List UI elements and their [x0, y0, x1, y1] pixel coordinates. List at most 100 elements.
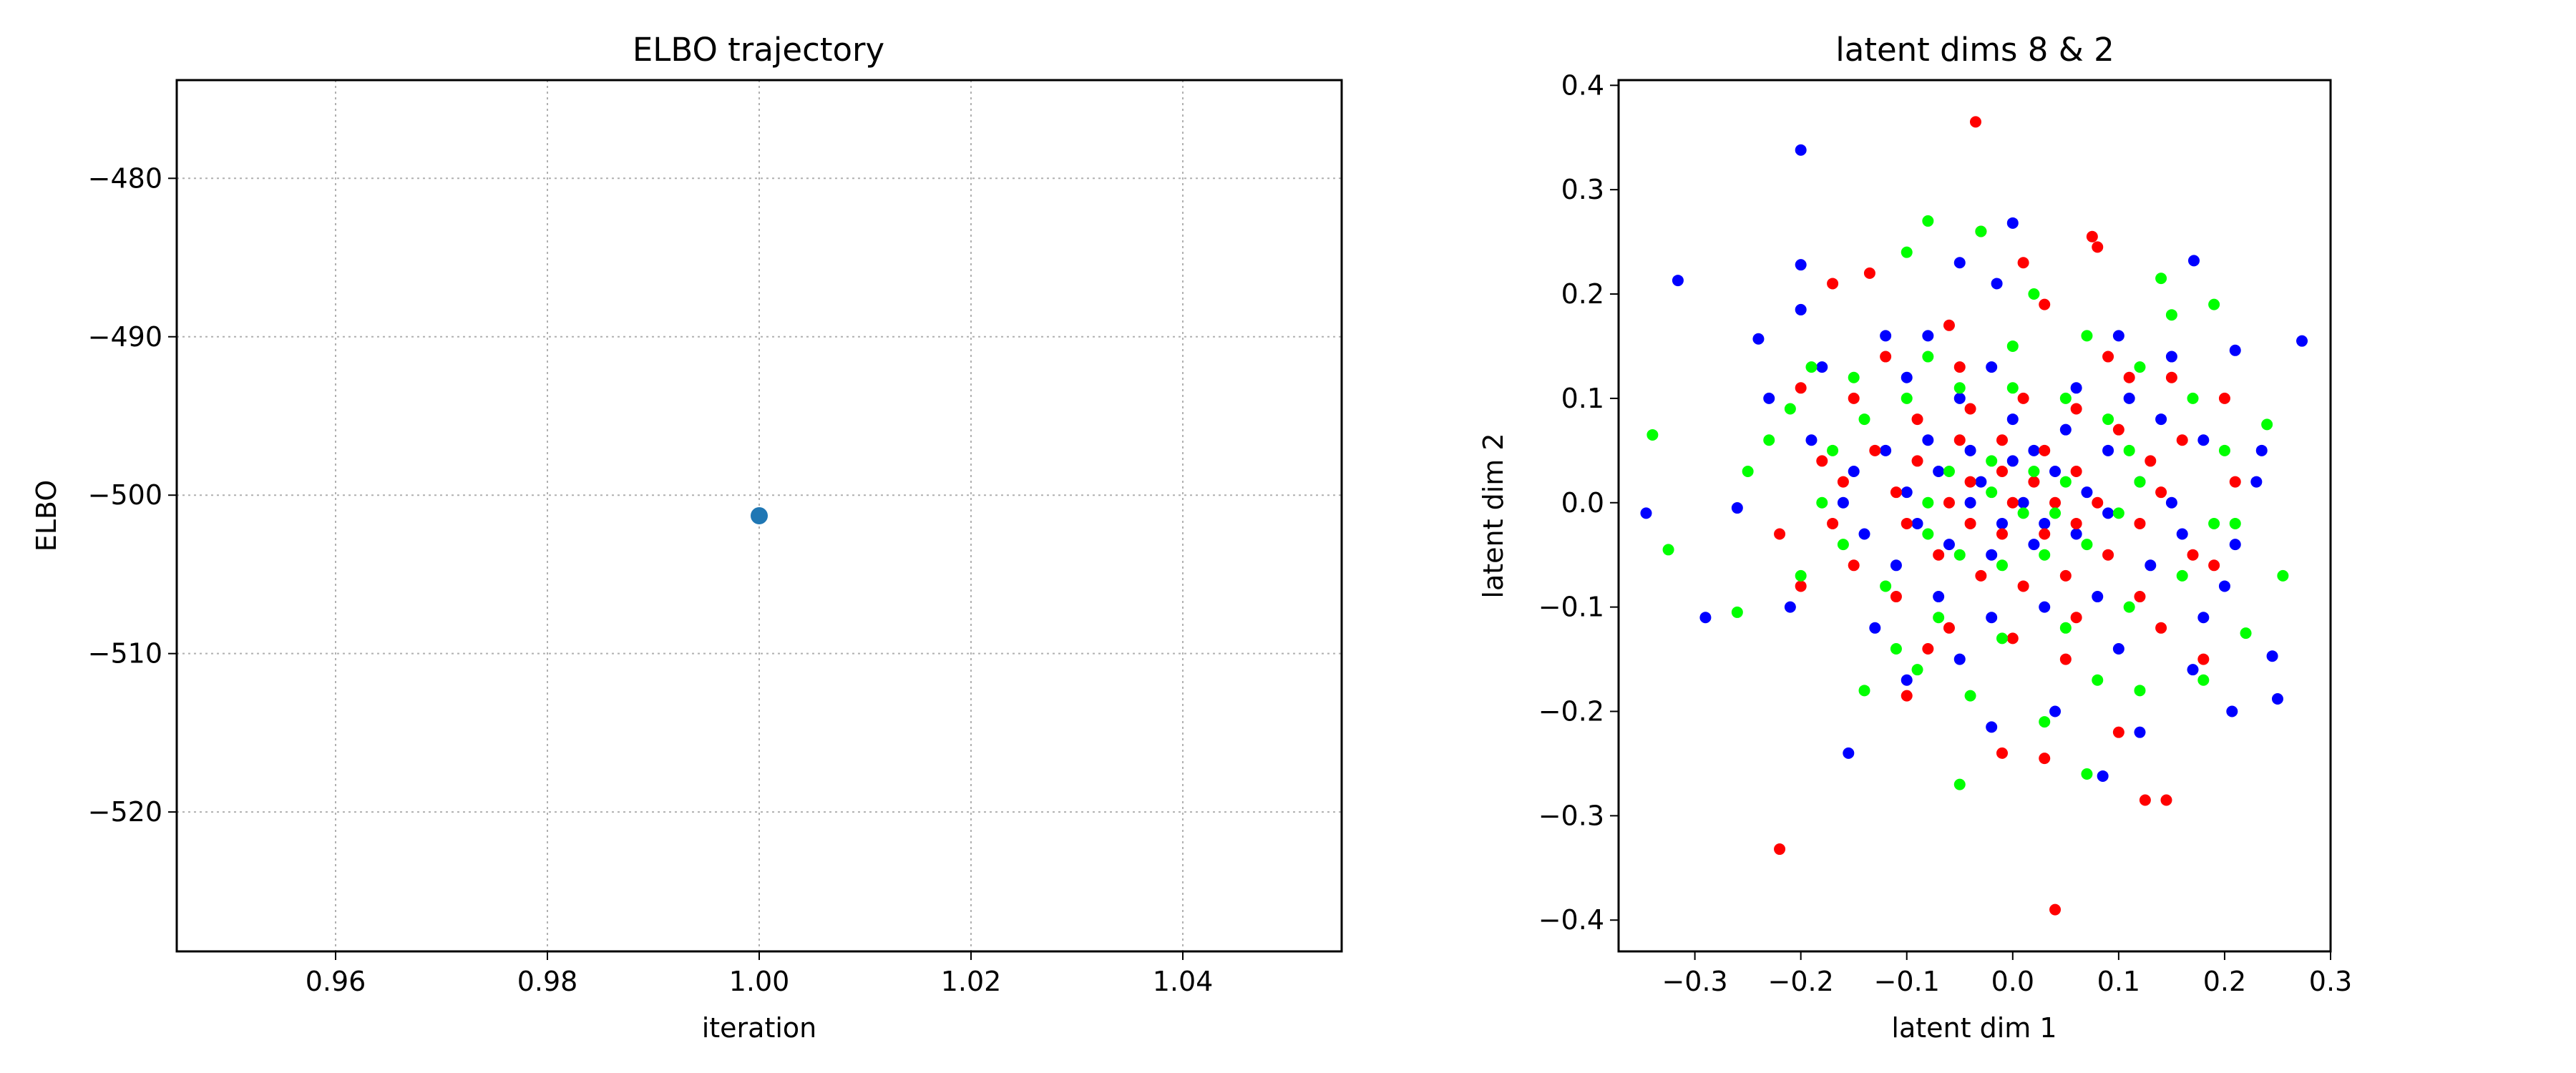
y-tick-label: 0.3	[1561, 174, 1604, 205]
data-point	[2039, 444, 2051, 456]
data-point	[1964, 517, 1976, 529]
data-point	[1731, 606, 1743, 618]
data-point	[2218, 444, 2230, 456]
data-point	[1795, 144, 1807, 156]
data-point	[1953, 778, 1966, 790]
data-point	[2017, 392, 2029, 404]
data-point	[2081, 768, 2093, 780]
data-point	[2017, 580, 2029, 592]
data-point	[1858, 528, 1870, 540]
data-point	[1784, 601, 1796, 613]
data-point	[1953, 392, 1966, 404]
chart-title: ELBO trajectory	[633, 31, 884, 69]
y-tick-label: −500	[88, 479, 162, 511]
data-point	[2134, 591, 2146, 603]
data-point	[1975, 569, 1987, 582]
x-tick-label: −0.2	[1768, 966, 1834, 997]
data-point	[2208, 517, 2220, 529]
data-point	[2039, 517, 2051, 529]
data-point	[2049, 466, 2062, 478]
data-point	[2028, 444, 2040, 456]
y-axis-label: latent dim 2	[1478, 433, 1509, 598]
data-point	[1975, 225, 1987, 237]
data-point	[1975, 476, 1987, 488]
data-point	[1969, 116, 1981, 128]
data-point	[2134, 726, 2146, 738]
data-point	[1943, 496, 1955, 509]
data-point	[1863, 267, 1875, 279]
data-point	[2176, 569, 2188, 582]
data-point	[1742, 466, 1754, 478]
data-point	[2059, 476, 2072, 488]
data-point	[1996, 517, 2008, 529]
data-point	[2134, 361, 2146, 373]
data-point	[2028, 466, 2040, 478]
data-point	[2049, 705, 2062, 717]
data-point	[1805, 361, 1818, 373]
data-point	[1986, 721, 1998, 733]
data-point	[2092, 496, 2104, 509]
x-tick-label: 0.1	[2097, 966, 2140, 997]
data-point	[1880, 444, 1892, 456]
x-tick-label: 1.02	[941, 966, 1002, 997]
data-point	[2039, 549, 2051, 561]
data-point	[1933, 591, 1945, 603]
data-point	[1996, 747, 2008, 759]
data-point	[2123, 444, 2135, 456]
data-point	[2155, 273, 2167, 285]
data-point	[2123, 601, 2135, 613]
data-point	[1827, 444, 1839, 456]
data-point	[1848, 559, 1860, 572]
data-point	[1911, 517, 1923, 529]
y-tick-label: −520	[88, 796, 162, 828]
data-point	[2176, 528, 2188, 540]
data-point	[2208, 298, 2220, 310]
data-point	[2070, 466, 2082, 478]
data-point	[1795, 382, 1807, 394]
data-point	[2006, 382, 2019, 394]
data-point	[1964, 496, 1976, 509]
data-point	[1640, 507, 1652, 519]
x-tick-label: 0.2	[2203, 966, 2246, 997]
y-tick-label: −0.2	[1538, 696, 1604, 727]
data-point	[1869, 622, 1881, 634]
data-point	[1901, 246, 1913, 258]
data-point	[2039, 528, 2051, 540]
data-point	[1774, 843, 1786, 856]
data-point	[1933, 466, 1945, 478]
y-tick-label: −0.1	[1538, 592, 1604, 623]
data-point	[1843, 747, 1855, 759]
data-point	[1890, 642, 1902, 655]
data-point	[1848, 371, 1860, 383]
elbo-trajectory-plot: ELBO trajectory 0.96 0.98 1.00 1.02 1.04 −52…	[31, 31, 1343, 1044]
data-point	[1816, 496, 1828, 509]
data-point	[1816, 455, 1828, 467]
y-axis-ticks: −520 −510 −500 −490 −480	[88, 162, 177, 828]
data-point	[2070, 403, 2082, 415]
data-point	[1901, 486, 1913, 499]
data-point	[2155, 413, 2167, 426]
y-axis-label: ELBO	[31, 480, 62, 552]
data-point	[1880, 330, 1892, 342]
data-point	[1848, 392, 1860, 404]
data-point	[2229, 344, 2241, 356]
y-tick-label: −0.3	[1538, 800, 1604, 831]
y-tick-label: −0.4	[1538, 904, 1604, 936]
data-point	[1911, 455, 1923, 467]
data-point	[2229, 517, 2241, 529]
data-point	[1901, 690, 1913, 702]
data-point	[2028, 476, 2040, 488]
data-point	[2097, 770, 2109, 782]
data-point	[1646, 428, 1659, 441]
data-point	[1911, 413, 1923, 426]
data-point	[1986, 549, 1998, 561]
data-point	[1805, 434, 1818, 446]
data-point	[2123, 392, 2135, 404]
data-point	[2187, 664, 2199, 676]
data-point	[1943, 466, 1955, 478]
x-tick-label: 0.98	[517, 966, 578, 997]
data-point	[1953, 549, 1966, 561]
data-point	[2028, 288, 2040, 300]
data-point	[1996, 528, 2008, 540]
data-point	[1731, 502, 1743, 514]
